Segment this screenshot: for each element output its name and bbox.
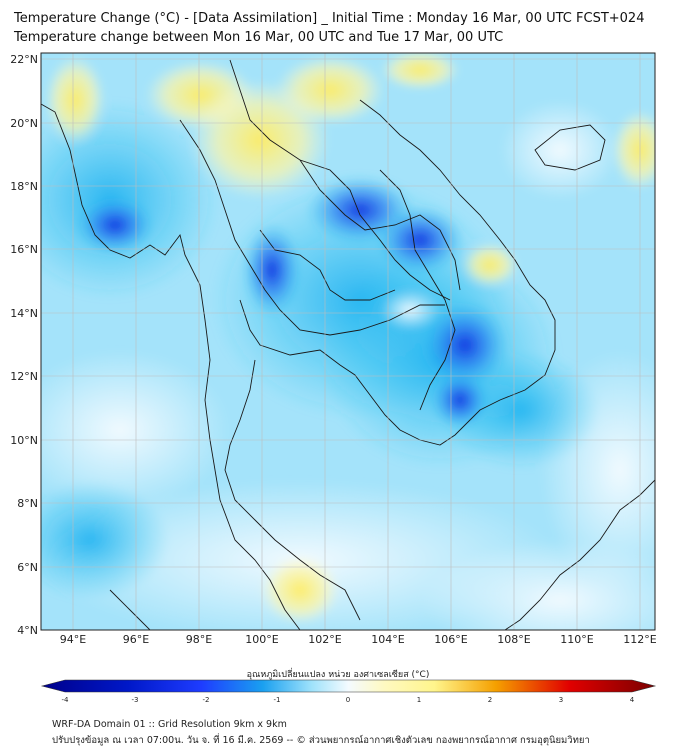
coastlines	[41, 59, 655, 630]
lon-tick-label: 106°E	[434, 633, 467, 646]
lat-tick-label: 4°N	[17, 624, 38, 637]
gridlines	[41, 53, 655, 630]
footer-credit: ปรับปรุงข้อมูล ณ เวลา 07:00น. วัน จ. ที่…	[52, 735, 590, 746]
lon-tick-label: 100°E	[245, 633, 278, 646]
lat-tick-label: 6°N	[17, 561, 38, 574]
colorbar-tick-label: -1	[274, 696, 281, 704]
lon-tick-label: 98°E	[186, 633, 212, 646]
plot-frame	[40, 52, 656, 631]
colorbar-tick-label: -3	[132, 696, 139, 704]
colorbar-tick-label: -4	[62, 696, 70, 704]
lat-tick-label: 22°N	[10, 53, 38, 66]
land-border-1	[229, 59, 451, 301]
chart-title: Temperature Change (°C) - [Data Assimila…	[14, 11, 645, 26]
land-border-2	[179, 119, 445, 336]
bay-of-bengal-coast	[41, 103, 301, 630]
lon-tick-label: 112°E	[623, 633, 656, 646]
lat-tick-label: 10°N	[10, 434, 38, 447]
land-border-4	[379, 169, 456, 411]
colorbar-tick-label: 0	[346, 696, 350, 704]
lat-tick-label: 8°N	[17, 497, 38, 510]
hainan-coast	[534, 124, 606, 171]
lat-tick-label: 20°N	[10, 117, 38, 130]
sumatra-coast	[109, 589, 151, 630]
colorbar-tick-label: 1	[417, 696, 421, 704]
lon-tick-label: 110°E	[560, 633, 593, 646]
chart-subtitle: Temperature change between Mon 16 Mar, 0…	[14, 30, 504, 45]
colorbar-label: อุณหภูมิเปลี่ยนแปลง หน่วย องศาเซลเซียส (…	[246, 670, 430, 680]
lat-tick-label: 18°N	[10, 180, 38, 193]
peninsula-east-coast	[224, 359, 361, 621]
colorbar-tick-label: 3	[559, 696, 563, 704]
lon-tick-label: 102°E	[308, 633, 341, 646]
lon-tick-label: 94°E	[60, 633, 86, 646]
temperature-field	[41, 53, 655, 630]
lon-tick-label: 104°E	[371, 633, 404, 646]
land-border-3	[299, 159, 461, 291]
colorbar-tick-label: 4	[630, 696, 635, 704]
lat-tick-label: 16°N	[10, 243, 38, 256]
lon-tick-label: 108°E	[497, 633, 530, 646]
colorbar-tick-label: 2	[488, 696, 492, 704]
colorbar-tick-label: -2	[203, 696, 210, 704]
footer-model-info: WRF-DA Domain 01 :: Grid Resolution 9km …	[52, 719, 287, 730]
lat-tick-label: 12°N	[10, 370, 38, 383]
borneo-coast	[504, 479, 655, 630]
gulf-of-thailand-coast	[239, 99, 556, 446]
colorbar: -4 -3 -2 -1 0 1 2 3 4	[40, 679, 657, 704]
lon-tick-label: 96°E	[123, 633, 149, 646]
lat-tick-label: 14°N	[10, 307, 38, 320]
